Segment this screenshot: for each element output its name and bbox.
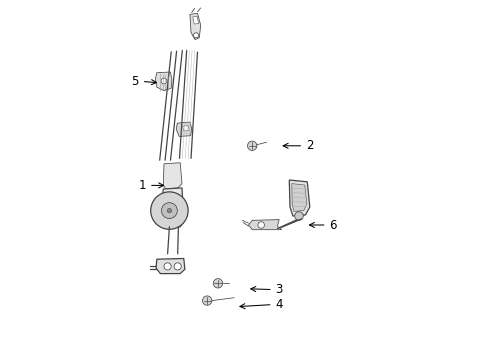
Polygon shape [155,72,172,91]
Polygon shape [160,188,184,227]
Polygon shape [248,220,282,230]
Circle shape [258,222,265,228]
Circle shape [164,263,171,270]
Circle shape [247,141,257,150]
Circle shape [194,33,198,38]
Polygon shape [156,258,185,274]
Text: 2: 2 [283,139,314,152]
Polygon shape [193,16,198,24]
Text: 5: 5 [131,75,156,87]
Circle shape [294,212,303,220]
Polygon shape [183,126,189,131]
Circle shape [161,78,167,84]
Circle shape [162,203,177,219]
Text: 6: 6 [309,219,337,231]
Circle shape [151,192,188,229]
Text: 1: 1 [139,179,164,192]
Text: 3: 3 [251,283,283,296]
Circle shape [213,279,222,288]
Circle shape [202,296,212,305]
Polygon shape [176,122,192,136]
Polygon shape [163,163,182,189]
Circle shape [167,208,171,213]
Text: 4: 4 [240,298,283,311]
Circle shape [174,263,181,270]
Polygon shape [292,184,307,211]
Polygon shape [190,13,201,40]
Polygon shape [289,180,310,216]
